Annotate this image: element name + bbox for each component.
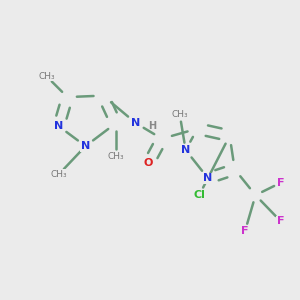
Text: N: N: [81, 141, 90, 151]
Text: N: N: [181, 145, 190, 155]
Text: F: F: [242, 226, 249, 236]
Text: N: N: [203, 173, 213, 183]
Text: N: N: [131, 118, 141, 128]
Text: CH₃: CH₃: [50, 170, 67, 179]
Text: Cl: Cl: [193, 190, 205, 200]
Text: CH₃: CH₃: [38, 72, 55, 81]
Text: CH₃: CH₃: [171, 110, 188, 119]
Text: O: O: [144, 158, 153, 168]
Text: N: N: [54, 121, 63, 131]
Text: H: H: [148, 121, 157, 130]
Text: F: F: [277, 178, 284, 188]
Text: F: F: [277, 216, 284, 226]
Text: CH₃: CH₃: [107, 152, 124, 161]
